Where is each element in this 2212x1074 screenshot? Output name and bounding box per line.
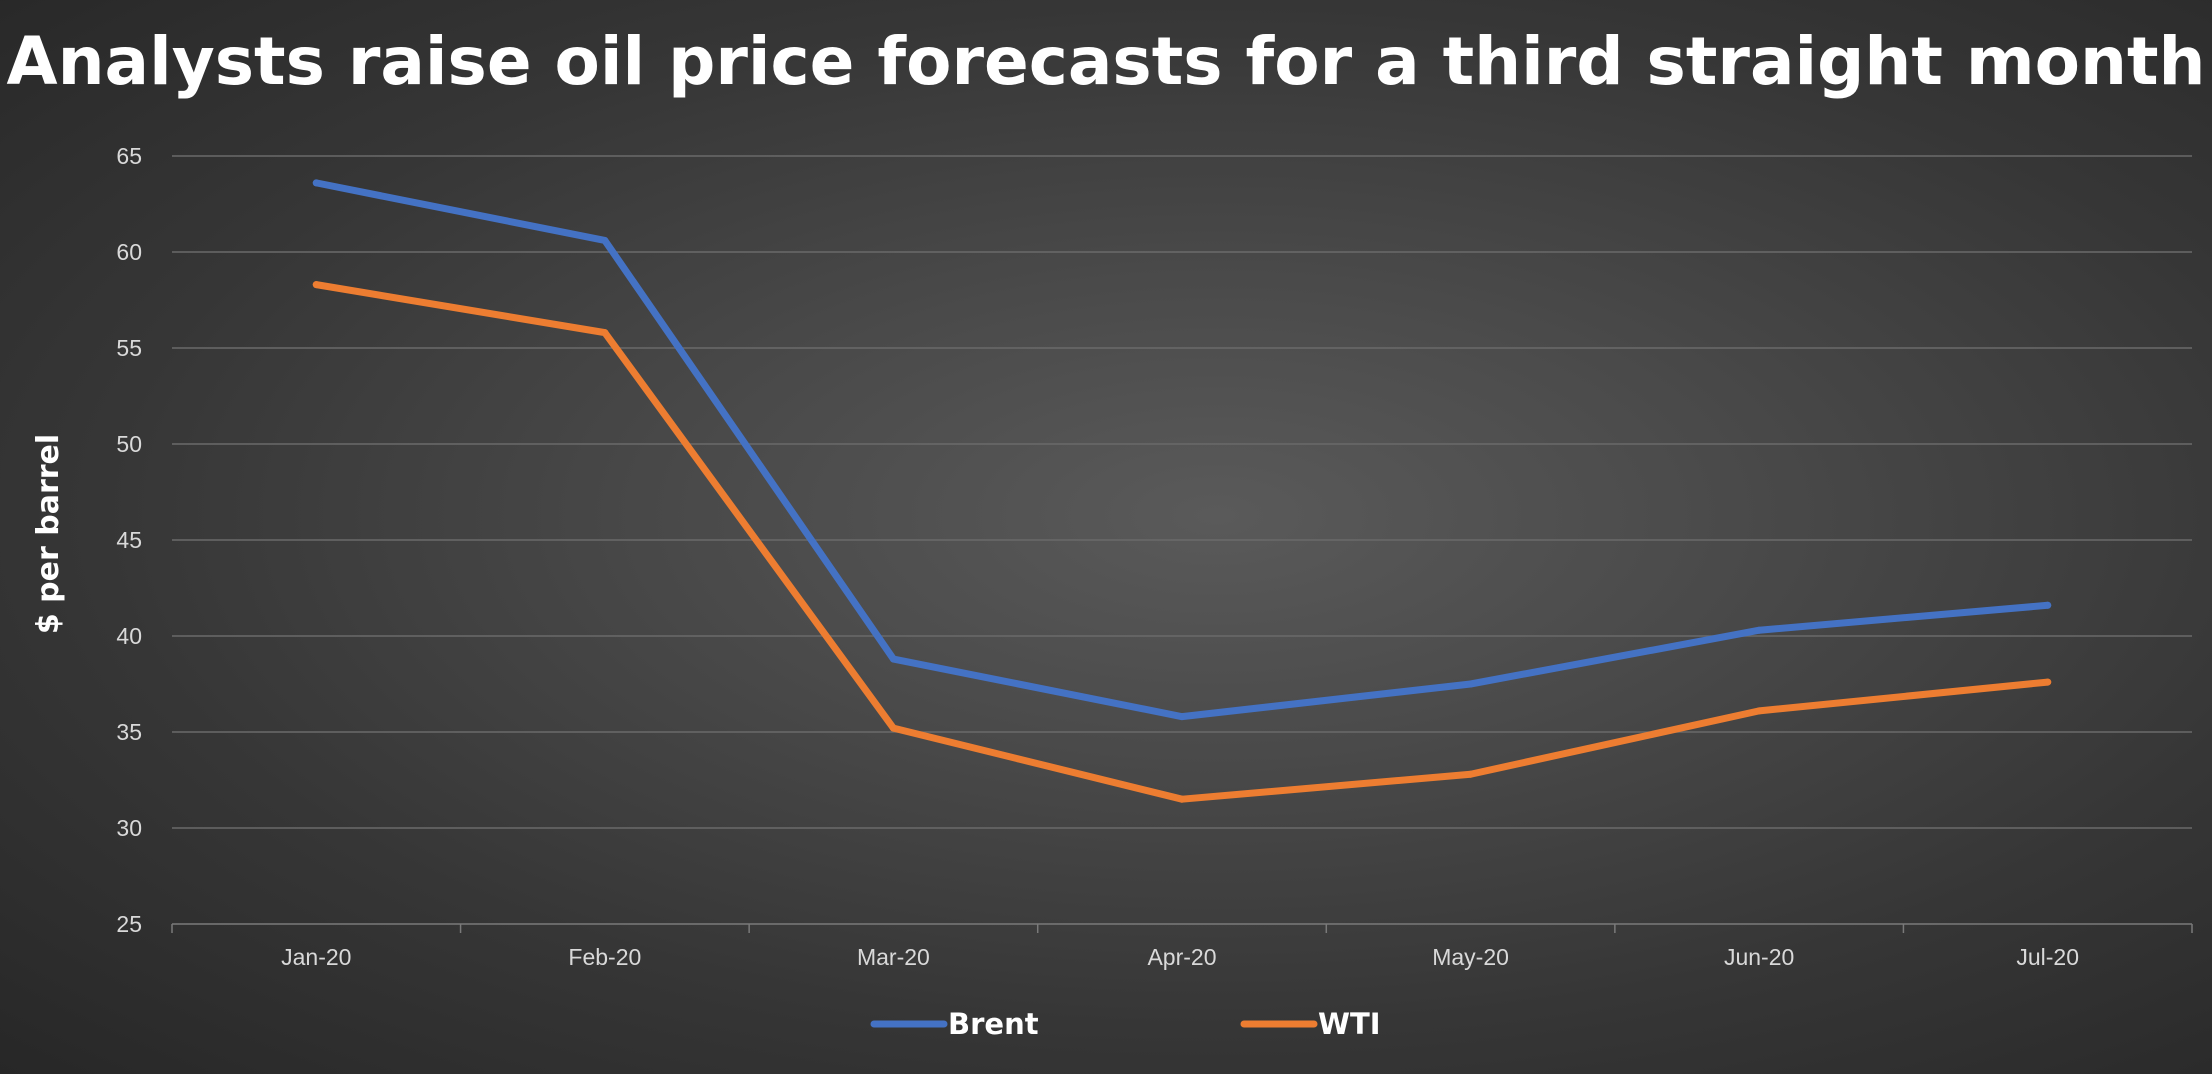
- y-tick-label: 55: [116, 335, 142, 361]
- data-point-wti: [1755, 707, 1763, 715]
- data-point-wti: [1467, 770, 1475, 778]
- x-tick-label: Jun-20: [1724, 944, 1794, 970]
- x-tick-label: Apr-20: [1147, 944, 1216, 970]
- y-axis-title: $ per barrel: [31, 434, 66, 634]
- data-point-brent: [1755, 626, 1763, 634]
- x-tick-label: Mar-20: [857, 944, 930, 970]
- series-line-wti: [312, 281, 2052, 803]
- data-point-wti: [2044, 678, 2052, 686]
- legend-label-wti: WTI: [1318, 1007, 1381, 1041]
- data-point-brent: [2044, 601, 2052, 609]
- data-point-wti: [1178, 795, 1186, 803]
- data-point-brent: [889, 655, 897, 663]
- data-point-wti: [312, 281, 320, 289]
- x-tick-label: Jan-20: [281, 944, 351, 970]
- x-tick-label: Jul-20: [2016, 944, 2079, 970]
- data-point-wti: [889, 724, 897, 732]
- x-tick-label: Feb-20: [568, 944, 641, 970]
- y-tick-label: 45: [116, 527, 142, 553]
- legend-label-brent: Brent: [948, 1007, 1039, 1041]
- y-tick-label: 40: [116, 623, 142, 649]
- data-point-brent: [1178, 713, 1186, 721]
- y-tick-label: 50: [116, 431, 142, 457]
- data-point-brent: [1467, 680, 1475, 688]
- y-tick-label: 60: [116, 239, 142, 265]
- x-axis-ticks: Jan-20 Feb-20 Mar-20 Apr-20 May-20 Jun-20 Jul-…: [281, 944, 2079, 970]
- chart-title: Analysts raise oil price forecasts for a…: [6, 23, 2205, 100]
- data-point-brent: [312, 179, 320, 187]
- y-tick-label: 35: [116, 719, 142, 745]
- gridlines: [171, 155, 2193, 933]
- legend: Brent WTI: [870, 1007, 1381, 1041]
- y-axis-ticks: 25 30 35 40 45 50 55 60 65: [116, 143, 142, 937]
- data-point-brent: [601, 236, 609, 244]
- x-tick-label: May-20: [1432, 944, 1509, 970]
- y-tick-label: 30: [116, 815, 142, 841]
- data-point-wti: [601, 329, 609, 337]
- y-tick-label: 25: [116, 911, 142, 937]
- series-lines: [312, 179, 2052, 803]
- y-tick-label: 65: [116, 143, 142, 169]
